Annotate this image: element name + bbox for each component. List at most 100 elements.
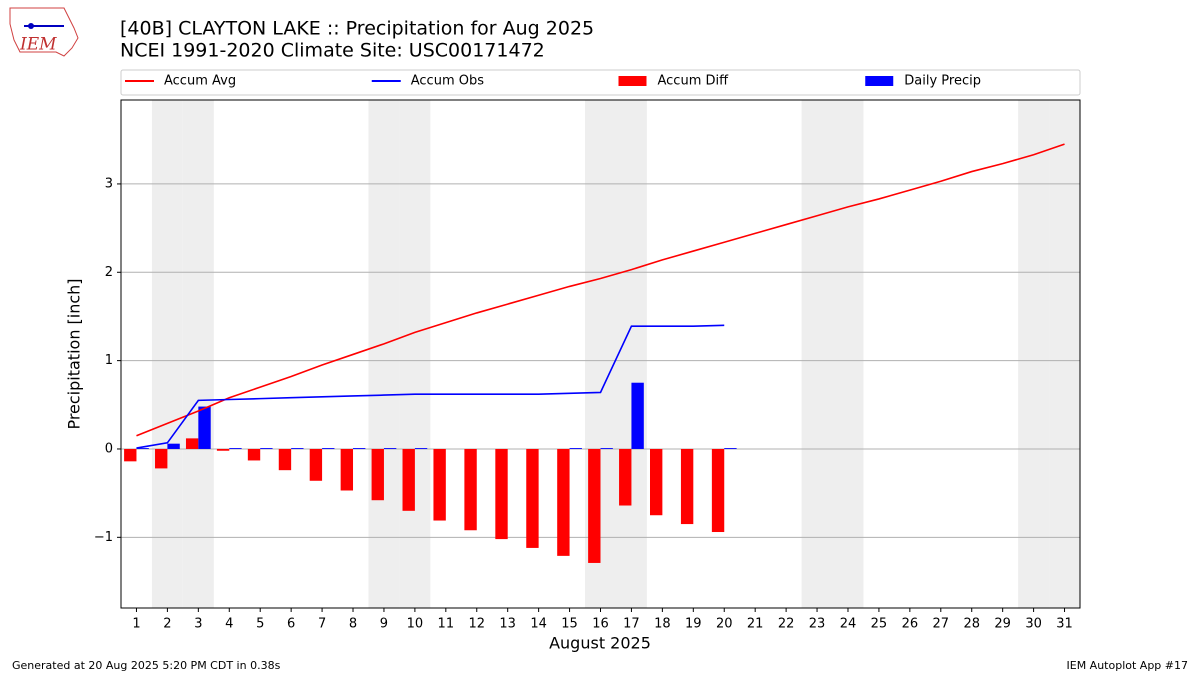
- x-tick-label: 17: [623, 617, 640, 632]
- x-tick-label: 1: [132, 617, 140, 632]
- bar: [680, 448, 694, 525]
- x-tick-label: 22: [778, 617, 795, 632]
- x-axis-label: August 2025: [549, 634, 651, 653]
- x-tick-label: 10: [407, 617, 424, 632]
- logo-outline: [9, 7, 79, 57]
- legend-swatch: [618, 76, 647, 86]
- x-tick-label: 27: [933, 617, 950, 632]
- footer-left: Generated at 20 Aug 2025 5:20 PM CDT in …: [12, 659, 281, 672]
- line: [136, 324, 725, 449]
- x-tick-label: 5: [256, 617, 264, 632]
- bar: [124, 448, 137, 462]
- y-tick-label: 0: [105, 441, 113, 456]
- x-tick-label: 15: [561, 617, 578, 632]
- x-tick-label: 8: [349, 617, 357, 632]
- bar: [155, 448, 168, 469]
- x-tick-label: 4: [225, 617, 233, 632]
- bar: [569, 448, 582, 449]
- x-tick-label: 18: [654, 617, 671, 632]
- bar: [383, 448, 397, 449]
- logo: IEM: [9, 7, 79, 57]
- bar: [402, 448, 415, 511]
- bar: [649, 448, 663, 516]
- line: [136, 143, 1065, 437]
- weekend-shade: [615, 100, 647, 608]
- x-tick-label: 7: [318, 617, 326, 632]
- legend-label: Daily Precip: [904, 74, 981, 89]
- x-tick-label: 9: [380, 617, 388, 632]
- bar: [711, 448, 725, 533]
- bar: [588, 448, 601, 563]
- y-tick-label: 3: [105, 176, 113, 191]
- footer-right: IEM Autoplot App #17: [1067, 659, 1189, 672]
- bar: [322, 448, 335, 449]
- x-tick-label: 26: [902, 617, 919, 632]
- bar: [724, 448, 737, 449]
- x-tick-label: 31: [1056, 617, 1073, 632]
- y-tick-label: 1: [105, 353, 113, 368]
- bar: [433, 448, 446, 521]
- bar: [136, 448, 149, 449]
- bar: [291, 448, 304, 449]
- x-tick-label: 11: [438, 617, 455, 632]
- x-tick-label: 19: [685, 617, 702, 632]
- bar: [526, 448, 539, 548]
- x-tick-label: 30: [1025, 617, 1042, 632]
- bar: [216, 448, 230, 451]
- weekend-shade: [368, 100, 400, 608]
- legend-swatch: [865, 76, 894, 86]
- weekend-shade: [399, 100, 431, 608]
- x-tick-label: 13: [499, 617, 516, 632]
- weekend-shade: [151, 100, 183, 608]
- bar: [309, 448, 323, 481]
- bar: [167, 443, 180, 449]
- bar: [600, 448, 613, 449]
- x-tick-label: 20: [716, 617, 733, 632]
- bar: [340, 448, 354, 491]
- bar: [198, 406, 211, 449]
- x-tick-label: 14: [530, 617, 547, 632]
- bar: [464, 448, 477, 531]
- x-tick-label: 23: [809, 617, 826, 632]
- x-tick-label: 2: [163, 617, 171, 632]
- bar: [247, 448, 261, 461]
- bar: [631, 382, 644, 449]
- legend-label: Accum Diff: [658, 74, 730, 89]
- weekend-shade: [801, 100, 833, 608]
- x-tick-label: 28: [963, 617, 980, 632]
- bar: [371, 448, 384, 501]
- weekend-shade: [832, 100, 864, 608]
- bar: [619, 448, 632, 506]
- y-axis-label: Precipitation [inch]: [65, 278, 84, 429]
- chart-subtitle: NCEI 1991-2020 Climate Site: USC00171472: [120, 40, 545, 62]
- x-tick-label: 3: [194, 617, 202, 632]
- bar: [185, 438, 199, 449]
- bar: [260, 448, 273, 449]
- weekend-shade: [1018, 100, 1050, 608]
- legend-label: Accum Avg: [164, 74, 236, 89]
- x-tick-label: 6: [287, 617, 295, 632]
- x-tick-label: 12: [468, 617, 485, 632]
- bar: [414, 448, 428, 449]
- weekend-shade: [1049, 100, 1080, 608]
- y-tick-label: 2: [105, 265, 113, 280]
- weekend-shade: [182, 100, 214, 608]
- bar: [557, 448, 570, 556]
- bar: [229, 448, 242, 449]
- x-tick-label: 24: [840, 617, 857, 632]
- plot-frame: [120, 99, 1081, 609]
- bar: [495, 448, 508, 540]
- bar: [353, 448, 366, 449]
- y-tick-label: −1: [94, 530, 113, 545]
- logo-dot: [28, 23, 34, 29]
- x-tick-label: 25: [871, 617, 888, 632]
- legend-frame: [120, 69, 1081, 96]
- chart-title: [40B] CLAYTON LAKE :: Precipitation for …: [120, 18, 594, 40]
- logo-text: IEM: [19, 35, 57, 55]
- x-tick-label: 16: [592, 617, 609, 632]
- bar: [278, 448, 292, 471]
- x-tick-label: 29: [994, 617, 1011, 632]
- legend-label: Accum Obs: [411, 74, 484, 89]
- x-tick-label: 21: [747, 617, 764, 632]
